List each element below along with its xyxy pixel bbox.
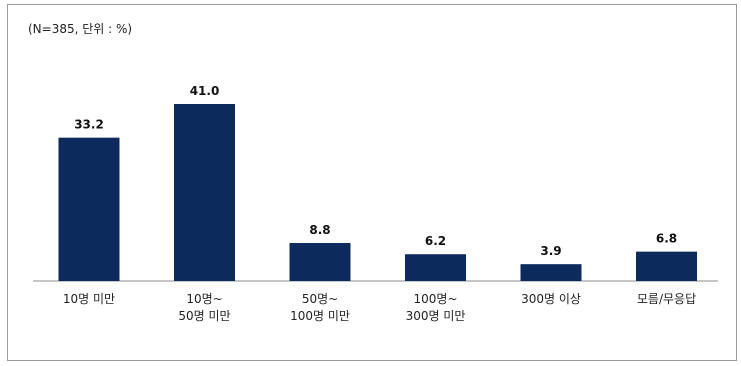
value-label-5: 3.9	[540, 244, 561, 258]
category-label-5: 300명 이상	[521, 292, 581, 306]
bar-4	[405, 254, 466, 281]
category-label-1: 10명 미만	[63, 292, 115, 306]
category-label-3: 50명~ 100명 미만	[290, 292, 350, 323]
category-label-2: 10명~ 50명 미만	[178, 292, 230, 323]
category-label-4: 100명~ 300명 미만	[406, 292, 466, 323]
bar-2	[174, 104, 235, 281]
category-label-line: 50명~	[302, 292, 338, 306]
bars-group: 33.2 10명 미만 41.0 10명~ 50명 미만 8.8 50명~ 100명 미만 6.…	[58, 84, 697, 323]
value-label-1: 33.2	[74, 118, 104, 132]
category-label-line: 100명~	[414, 292, 458, 306]
category-label-6: 모름/무응답	[637, 292, 696, 306]
category-label-line: 모름/무응답	[637, 292, 696, 306]
chart-note: (N=385, 단위 : %)	[28, 22, 133, 36]
bar-3	[289, 243, 351, 281]
bar-5	[520, 264, 582, 281]
chart-frame	[7, 4, 737, 361]
category-label-line: 10명~	[186, 292, 222, 306]
value-label-3: 8.8	[309, 223, 330, 237]
category-label-line: 50명 미만	[178, 309, 230, 323]
bar-1	[58, 137, 120, 281]
value-label-6: 6.8	[656, 232, 677, 246]
category-label-line: 100명 미만	[290, 309, 350, 323]
category-label-line: 300명 이상	[521, 292, 581, 306]
category-label-line: 300명 미만	[406, 309, 466, 323]
value-label-4: 6.2	[425, 234, 446, 248]
value-label-2: 41.0	[190, 84, 220, 98]
bar-6	[636, 251, 697, 281]
category-label-line: 10명 미만	[63, 292, 115, 306]
